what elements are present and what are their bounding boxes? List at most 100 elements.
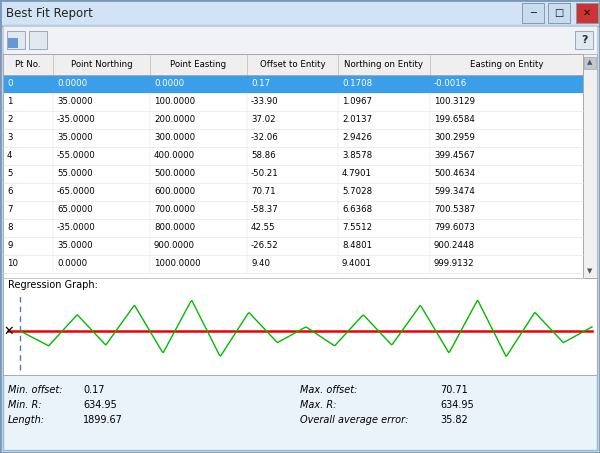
- Text: 70.71: 70.71: [251, 188, 275, 197]
- Text: 2.0137: 2.0137: [342, 116, 372, 125]
- Text: -32.06: -32.06: [251, 134, 279, 143]
- Text: -58.37: -58.37: [251, 206, 279, 215]
- Text: 2.9426: 2.9426: [342, 134, 372, 143]
- Text: Length:: Length:: [8, 415, 45, 425]
- Text: 35.0000: 35.0000: [57, 97, 92, 106]
- FancyBboxPatch shape: [584, 57, 596, 69]
- FancyBboxPatch shape: [3, 183, 583, 201]
- Text: -26.52: -26.52: [251, 241, 279, 251]
- Text: 1899.67: 1899.67: [83, 415, 123, 425]
- Text: 0.0000: 0.0000: [57, 260, 87, 269]
- Text: 0.1708: 0.1708: [342, 79, 372, 88]
- Text: 70.71: 70.71: [440, 385, 468, 395]
- Text: -0.0016: -0.0016: [434, 79, 467, 88]
- Text: 6: 6: [7, 188, 13, 197]
- Text: 9.40: 9.40: [251, 260, 270, 269]
- Text: 700.0000: 700.0000: [154, 206, 195, 215]
- Text: 6.6368: 6.6368: [342, 206, 372, 215]
- Text: Max. offset:: Max. offset:: [300, 385, 358, 395]
- Text: Min. offset:: Min. offset:: [8, 385, 62, 395]
- Text: 500.4634: 500.4634: [434, 169, 475, 178]
- Text: 35.82: 35.82: [440, 415, 468, 425]
- Text: 999.9132: 999.9132: [434, 260, 475, 269]
- Text: 5: 5: [7, 169, 13, 178]
- Text: 634.95: 634.95: [440, 400, 474, 410]
- Text: 7: 7: [7, 206, 13, 215]
- Text: ✕: ✕: [583, 8, 591, 18]
- Text: -35.0000: -35.0000: [57, 223, 96, 232]
- Text: 37.02: 37.02: [251, 116, 275, 125]
- Text: 8: 8: [7, 223, 13, 232]
- FancyBboxPatch shape: [3, 26, 597, 450]
- Text: 800.0000: 800.0000: [154, 223, 195, 232]
- Text: 35.0000: 35.0000: [57, 134, 92, 143]
- FancyBboxPatch shape: [29, 31, 47, 49]
- FancyBboxPatch shape: [3, 165, 583, 183]
- Text: 900.2448: 900.2448: [434, 241, 475, 251]
- FancyBboxPatch shape: [3, 237, 583, 255]
- Text: 55.0000: 55.0000: [57, 169, 92, 178]
- Text: ▲: ▲: [587, 59, 593, 65]
- Text: -50.21: -50.21: [251, 169, 279, 178]
- Text: 7.5512: 7.5512: [342, 223, 372, 232]
- Text: 199.6584: 199.6584: [434, 116, 475, 125]
- Text: Regression Graph:: Regression Graph:: [8, 280, 98, 290]
- FancyBboxPatch shape: [3, 273, 583, 278]
- FancyBboxPatch shape: [3, 219, 583, 237]
- Text: Overall average error:: Overall average error:: [300, 415, 409, 425]
- Text: ✕: ✕: [4, 324, 14, 337]
- Text: 0.0000: 0.0000: [154, 79, 184, 88]
- Text: 10: 10: [7, 260, 18, 269]
- Text: 3.8578: 3.8578: [342, 151, 372, 160]
- FancyBboxPatch shape: [3, 147, 583, 165]
- FancyBboxPatch shape: [3, 54, 583, 278]
- Text: Easting on Entity: Easting on Entity: [470, 60, 543, 69]
- Text: Point Easting: Point Easting: [170, 60, 227, 69]
- FancyBboxPatch shape: [583, 54, 597, 278]
- Text: 4.7901: 4.7901: [342, 169, 372, 178]
- Text: 700.5387: 700.5387: [434, 206, 475, 215]
- Text: 1.0967: 1.0967: [342, 97, 372, 106]
- FancyBboxPatch shape: [3, 201, 583, 219]
- Text: 35.0000: 35.0000: [57, 241, 92, 251]
- FancyBboxPatch shape: [3, 75, 583, 93]
- Text: ?: ?: [581, 35, 587, 45]
- FancyBboxPatch shape: [3, 111, 583, 129]
- Text: 3: 3: [7, 134, 13, 143]
- Text: 1000.0000: 1000.0000: [154, 260, 200, 269]
- Text: 1: 1: [7, 97, 13, 106]
- FancyBboxPatch shape: [0, 0, 600, 26]
- Text: -55.0000: -55.0000: [57, 151, 96, 160]
- FancyBboxPatch shape: [522, 3, 544, 23]
- Text: 58.86: 58.86: [251, 151, 275, 160]
- Text: 2: 2: [7, 116, 13, 125]
- Text: 300.0000: 300.0000: [154, 134, 195, 143]
- Text: 5.7028: 5.7028: [342, 188, 372, 197]
- Text: 200.0000: 200.0000: [154, 116, 195, 125]
- Text: 4: 4: [7, 151, 13, 160]
- Text: 65.0000: 65.0000: [57, 206, 92, 215]
- Text: 634.95: 634.95: [83, 400, 117, 410]
- Text: □: □: [554, 8, 563, 18]
- FancyBboxPatch shape: [3, 129, 583, 147]
- FancyBboxPatch shape: [0, 2, 598, 24]
- FancyBboxPatch shape: [3, 54, 583, 75]
- Text: Northing on Entity: Northing on Entity: [344, 60, 424, 69]
- FancyBboxPatch shape: [8, 38, 18, 48]
- Text: Pt No.: Pt No.: [15, 60, 41, 69]
- Text: 0.17: 0.17: [83, 385, 104, 395]
- FancyBboxPatch shape: [3, 255, 583, 273]
- Text: 799.6073: 799.6073: [434, 223, 475, 232]
- Text: 0: 0: [7, 79, 13, 88]
- Text: 100.3129: 100.3129: [434, 97, 475, 106]
- Text: Max. R:: Max. R:: [300, 400, 337, 410]
- Text: 600.0000: 600.0000: [154, 188, 195, 197]
- Text: 300.2959: 300.2959: [434, 134, 475, 143]
- FancyBboxPatch shape: [548, 3, 570, 23]
- Text: 599.3474: 599.3474: [434, 188, 475, 197]
- FancyBboxPatch shape: [3, 93, 583, 111]
- Text: 9.4001: 9.4001: [342, 260, 372, 269]
- FancyBboxPatch shape: [7, 31, 25, 49]
- FancyBboxPatch shape: [575, 31, 593, 49]
- Text: Min. R:: Min. R:: [8, 400, 41, 410]
